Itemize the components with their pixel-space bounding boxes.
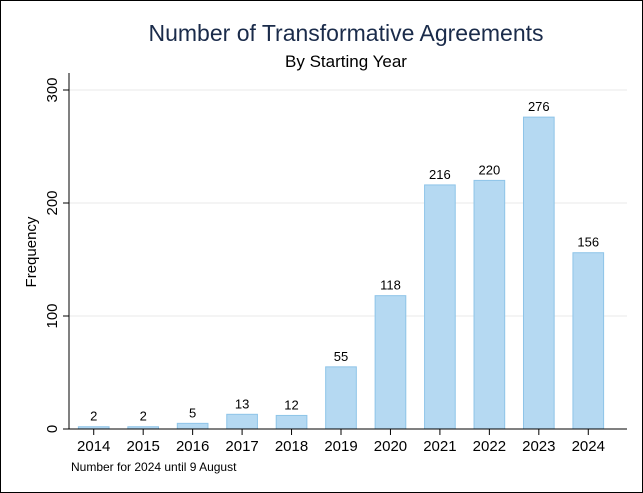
x-tick-label-2022: 2022 (473, 438, 506, 455)
bar-2021 (424, 184, 456, 430)
x-tick-label-2024: 2024 (572, 438, 605, 455)
x-tick-label-2018: 2018 (275, 438, 308, 455)
bar-2016 (176, 422, 209, 430)
bar-2020 (374, 295, 407, 430)
bar-2022 (473, 179, 506, 430)
x-tick-label-2021: 2021 (423, 438, 456, 455)
y-tick-label-0: 0 (44, 425, 61, 433)
y-tick-label-300: 300 (44, 77, 61, 102)
data-label-2014: 2 (90, 409, 97, 424)
y-tick-label-100: 100 (44, 303, 61, 328)
x-tick-label-2019: 2019 (324, 438, 357, 455)
data-label-2024: 156 (577, 235, 599, 250)
chart-subtitle: By Starting Year (285, 52, 407, 71)
data-label-2019: 55 (334, 349, 348, 364)
x-tick-label-2017: 2017 (225, 438, 258, 455)
x-tick-label-2023: 2023 (522, 438, 555, 455)
chart-title: Number of Transformative Agreements (149, 20, 544, 46)
data-label-2020: 118 (380, 278, 401, 293)
bar-2023 (522, 116, 555, 430)
x-tick-labels: 2014 2015 2016 2017 2018 2019 2020 2021 2022 2023… (77, 438, 605, 455)
data-label-2016: 5 (189, 405, 196, 420)
data-labels: 2 2 5 13 12 55 118 216 220 276 156 (90, 99, 599, 424)
x-tick-label-2016: 2016 (176, 438, 209, 455)
data-label-2022: 220 (479, 162, 501, 177)
x-tick-label-2020: 2020 (374, 438, 407, 455)
data-label-2017: 13 (235, 396, 249, 411)
data-label-2015: 2 (140, 409, 147, 424)
bar-2019 (325, 366, 357, 430)
data-label-2023: 276 (528, 99, 550, 114)
chart-note: Number for 2024 until 9 August (71, 460, 237, 474)
axes (63, 73, 627, 435)
data-label-2021: 216 (429, 167, 451, 182)
bar-2018 (275, 414, 308, 430)
bar-2024 (572, 252, 605, 430)
x-tick-label-2014: 2014 (77, 438, 110, 455)
bars (77, 116, 605, 430)
data-label-2018: 12 (284, 397, 298, 412)
y-tick-labels: 0 100 200 300 (44, 77, 61, 433)
bar-2017 (226, 413, 258, 430)
y-axis-title: Frequency (23, 216, 40, 287)
x-tick-label-2015: 2015 (126, 438, 159, 455)
y-tick-label-200: 200 (44, 190, 61, 215)
